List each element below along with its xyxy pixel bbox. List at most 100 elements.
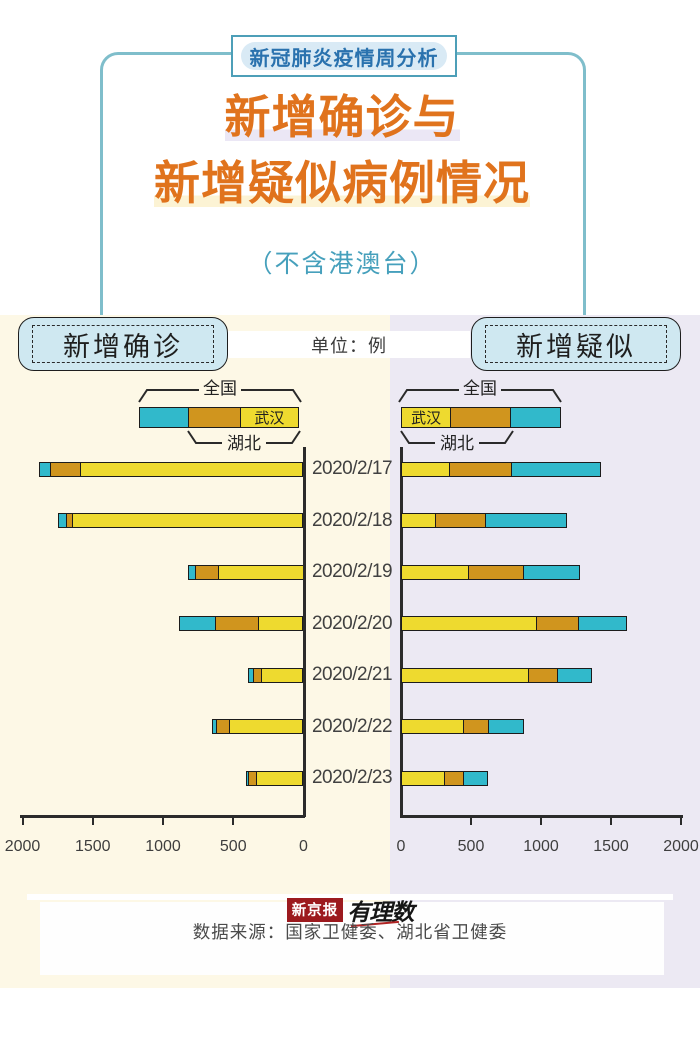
stacked-bar [401, 616, 627, 631]
stacked-bar [401, 461, 602, 477]
page-title-line2: 新增疑似病例情况 [154, 157, 530, 209]
stacked-bar [246, 770, 304, 786]
bar-segment [58, 514, 67, 527]
confirmed-label-pill: 新增确诊 [18, 317, 228, 371]
date-label: 2020/2/19 [311, 561, 393, 582]
bar-segment [39, 462, 51, 476]
stacked-bar [401, 564, 580, 580]
axis-tick-label: 2000 [663, 838, 699, 855]
bar-segment [444, 771, 464, 785]
bar-segment [213, 720, 216, 733]
axis-tick-label: 1500 [593, 838, 629, 855]
suspected-label: 新增疑似 [485, 325, 667, 363]
right-axis-horizontal [400, 815, 683, 818]
bar-segment [484, 514, 566, 527]
bar-segment [448, 462, 512, 476]
stacked-bar [212, 719, 304, 734]
bar-segment [528, 668, 557, 682]
axis-tick [21, 817, 24, 825]
legend-bracket-national-left [138, 389, 302, 403]
bar-segment [536, 617, 579, 630]
bar-segment [260, 668, 303, 682]
bar-segment [402, 514, 435, 527]
axis-tick-label: 1000 [145, 838, 181, 855]
date-label: 2020/2/22 [311, 715, 393, 737]
bar-segment [402, 617, 537, 630]
legend-wuhan-right: 武汉 [411, 410, 442, 427]
bar-segment [402, 565, 468, 579]
badge-pill: 新冠肺炎疫情周分析 [241, 42, 447, 70]
bar-segment [488, 720, 524, 733]
stacked-bar [401, 770, 488, 786]
legend-hubei-right: 湖北 [440, 434, 474, 453]
bar-segment [467, 565, 523, 579]
axis-tick [232, 817, 235, 825]
stacked-bar [178, 616, 304, 631]
legend-wuhan-left: 武汉 [254, 410, 285, 427]
bar-segment [556, 668, 591, 682]
bar-segment [511, 462, 601, 476]
bar-segment [66, 514, 73, 527]
bar-segment [248, 668, 253, 682]
bar-segment [522, 565, 579, 579]
legend-seg-wuhan: 武汉 [402, 408, 451, 427]
page-title-line1: 新增确诊与 [224, 91, 460, 143]
subtitle: （不含港澳台） [247, 250, 437, 278]
suspected-label-pill: 新增疑似 [471, 317, 681, 371]
legend-seg-hubei [188, 408, 240, 427]
legend-bracket-hubei-left [187, 430, 301, 444]
bar-segment [462, 720, 489, 733]
bar-segment [402, 462, 449, 476]
unit-label: 单位：例 [228, 331, 470, 358]
axis-tick-label: 0 [396, 838, 406, 855]
stacked-bar [401, 719, 525, 734]
legend-bracket-national-right [398, 389, 562, 403]
stacked-bar [38, 461, 304, 477]
legend-hubei-left: 湖北 [227, 434, 261, 453]
stacked-bar [247, 667, 304, 683]
logo-youlishu: 有理数 [347, 893, 414, 927]
stacked-bar [188, 564, 304, 580]
left-axis-vertical [303, 447, 306, 817]
badge-label: 新冠肺炎疫情周分析 [249, 47, 439, 70]
badge: 新冠肺炎疫情周分析 [231, 35, 457, 77]
date-label: 2020/2/21 [311, 664, 393, 685]
bar-segment [256, 771, 303, 785]
data-source: 数据来源：国家卫健委、湖北省卫健委 [192, 922, 508, 942]
axis-tick-label: 2000 [4, 838, 41, 855]
axis-tick-label: 0 [299, 838, 308, 855]
legend-bracket-hubei-right [400, 430, 514, 444]
axis-tick [91, 817, 94, 825]
bar-segment [189, 565, 196, 579]
axis-tick [470, 817, 472, 825]
axis-tick [162, 817, 164, 825]
bar-segment [195, 565, 219, 579]
date-label: 2020/2/23 [311, 767, 393, 788]
bar-segment [402, 720, 463, 733]
axis-tick-label: 1000 [523, 838, 559, 855]
axis-tick [610, 817, 612, 825]
legend-seg-wuhan: 武汉 [239, 408, 298, 427]
confirmed-label: 新增确诊 [32, 325, 214, 363]
bar-segment [248, 771, 256, 785]
bar-segment [72, 514, 303, 527]
bar-segment [214, 617, 259, 630]
legend-bar-right: 武汉 [401, 407, 561, 428]
bar-segment [463, 771, 487, 785]
axis-tick-label: 500 [457, 838, 485, 855]
date-label: 2020/2/18 [311, 509, 393, 531]
bar-segment [215, 720, 229, 733]
axis-tick [540, 817, 542, 825]
bar-segment [578, 617, 626, 630]
legend-national-right: 全国 [463, 379, 497, 398]
bar-segment [80, 462, 303, 476]
stacked-bar [401, 667, 592, 683]
bar-segment [247, 771, 249, 785]
bar-segment [402, 668, 529, 682]
publisher-logo: 新京报 有理数 [0, 898, 700, 925]
stacked-bar [57, 513, 304, 528]
legend-seg-hubei [450, 408, 510, 427]
legend-seg-national [509, 408, 560, 427]
